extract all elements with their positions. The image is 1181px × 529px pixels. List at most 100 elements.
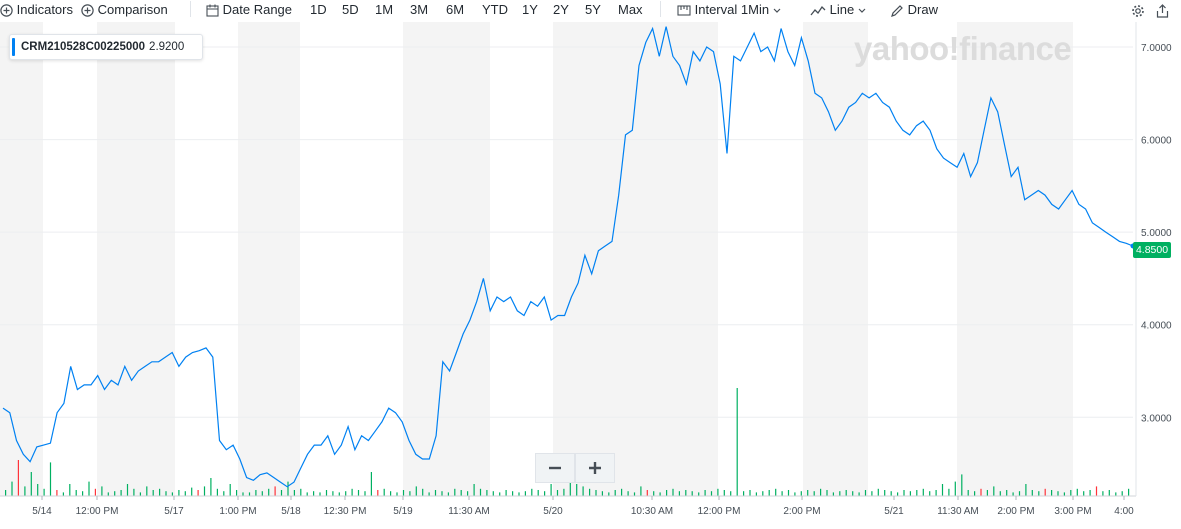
- volume-bar: [614, 490, 616, 496]
- volume-bar: [434, 490, 437, 496]
- volume-bar: [203, 486, 206, 496]
- range-1d[interactable]: 1D: [310, 2, 327, 17]
- session-band: [403, 22, 490, 496]
- volume-bar: [75, 490, 77, 496]
- share-button[interactable]: [1156, 0, 1169, 19]
- volume-bar: [916, 490, 918, 496]
- plus-circle-icon: [81, 4, 94, 17]
- date-range-button[interactable]: Date Range: [206, 0, 292, 19]
- volume-bar: [280, 490, 283, 496]
- draw-label: Draw: [907, 2, 938, 17]
- range-ytd[interactable]: YTD: [482, 2, 508, 17]
- settings-button[interactable]: [1131, 0, 1145, 19]
- volume-bar: [704, 490, 706, 496]
- interval-button[interactable]: Interval 1Min: [677, 0, 781, 19]
- volume-bar: [768, 490, 770, 496]
- volume-bar: [1102, 491, 1104, 496]
- x-tick-label: 11:30 AM: [937, 506, 979, 517]
- volume-bar: [107, 492, 109, 496]
- range-3m[interactable]: 3M: [410, 2, 429, 17]
- range-1m[interactable]: 1M: [375, 2, 394, 17]
- range-2y[interactable]: 2Y: [553, 2, 569, 17]
- range-5y[interactable]: 5Y: [585, 2, 601, 17]
- volume-bar: [268, 488, 270, 496]
- volume-bar: [139, 492, 141, 496]
- range-6m[interactable]: 6M: [446, 2, 465, 17]
- volume-bar: [595, 490, 597, 496]
- date-range-label: Date Range: [222, 2, 293, 17]
- volume-bar: [646, 490, 648, 496]
- volume-bar: [229, 484, 231, 496]
- volume-bar: [666, 490, 668, 496]
- volume-bar: [1128, 488, 1130, 496]
- comparison-button[interactable]: Comparison: [81, 0, 168, 19]
- volume-bar: [691, 491, 693, 496]
- volume-bar: [582, 486, 584, 496]
- volume-bar: [986, 490, 988, 496]
- volume-bar: [402, 490, 405, 496]
- plus-icon: [589, 462, 601, 474]
- volume-bar: [1025, 484, 1027, 496]
- volume-bar: [685, 490, 687, 496]
- draw-button[interactable]: Draw: [890, 0, 938, 19]
- chevron-down-icon: [773, 8, 781, 13]
- volume-bar: [441, 491, 443, 496]
- volume-bar: [94, 488, 96, 496]
- volume-bar: [1121, 491, 1123, 496]
- x-tick-label: 5/18: [281, 506, 301, 517]
- x-tick-label: 12:30 PM: [324, 506, 367, 517]
- volume-bar: [903, 490, 905, 496]
- volume-bar: [512, 491, 514, 496]
- volume-bar: [948, 488, 950, 496]
- volume-bar: [274, 486, 276, 496]
- volume-bar: [319, 492, 321, 496]
- range-5d[interactable]: 5D: [342, 2, 359, 17]
- volume-bar: [37, 484, 39, 496]
- volume-bar: [1051, 490, 1053, 496]
- volume-bar: [492, 491, 494, 496]
- x-tick-label: 3:00 PM: [1054, 506, 1091, 517]
- zoom-in-button[interactable]: [575, 453, 615, 483]
- volume-bar: [152, 490, 154, 496]
- volume-bar: [736, 388, 738, 496]
- x-tick-label: 5/14: [32, 506, 52, 517]
- volume-bar: [1089, 490, 1091, 496]
- volume-bar: [826, 490, 828, 496]
- y-tick-label: 7.0000: [1141, 43, 1172, 54]
- x-tick-label: 5/20: [543, 506, 563, 517]
- legend-text: CRM210528C00225000 2.9200: [21, 39, 184, 55]
- volume-bar: [428, 492, 430, 496]
- range-max[interactable]: Max: [618, 2, 643, 17]
- current-price-tag: 4.8500: [1133, 242, 1171, 258]
- legend[interactable]: CRM210528C00225000 2.9200: [9, 34, 203, 60]
- volume-bar: [621, 488, 623, 496]
- indicators-button[interactable]: Indicators: [0, 0, 73, 19]
- range-1y[interactable]: 1Y: [522, 2, 538, 17]
- volume-bar: [563, 488, 565, 496]
- plus-circle-icon: [0, 4, 13, 17]
- volume-bar: [999, 491, 1001, 496]
- volume-bar: [332, 491, 334, 496]
- gear-icon: [1132, 4, 1144, 17]
- volume-bar: [1070, 490, 1072, 496]
- volume-bar: [146, 486, 148, 496]
- share-icon: [1156, 3, 1169, 18]
- pencil-icon: [891, 4, 903, 17]
- x-tick-label: 11:30 AM: [448, 506, 490, 517]
- volume-bar: [556, 490, 559, 496]
- interval-value: 1Min: [740, 2, 770, 17]
- x-axis-ticks: 5/14 12:00 PM 5/17 1:00 PM 5/18 12:30 PM 5/19 1…: [32, 496, 1134, 517]
- horizontal-gridlines: [0, 46, 1133, 418]
- volume-bar: [415, 486, 417, 496]
- volume-bar: [313, 491, 315, 496]
- volume-bar: [723, 490, 725, 496]
- chart-type-button[interactable]: Line: [810, 0, 866, 19]
- volume-bar: [871, 491, 873, 496]
- volume-bar: [601, 491, 603, 496]
- volume-bar: [627, 491, 629, 496]
- zoom-out-button[interactable]: [535, 453, 575, 483]
- volume-bar: [114, 491, 116, 496]
- minus-icon: [549, 466, 561, 470]
- session-band: [238, 22, 300, 496]
